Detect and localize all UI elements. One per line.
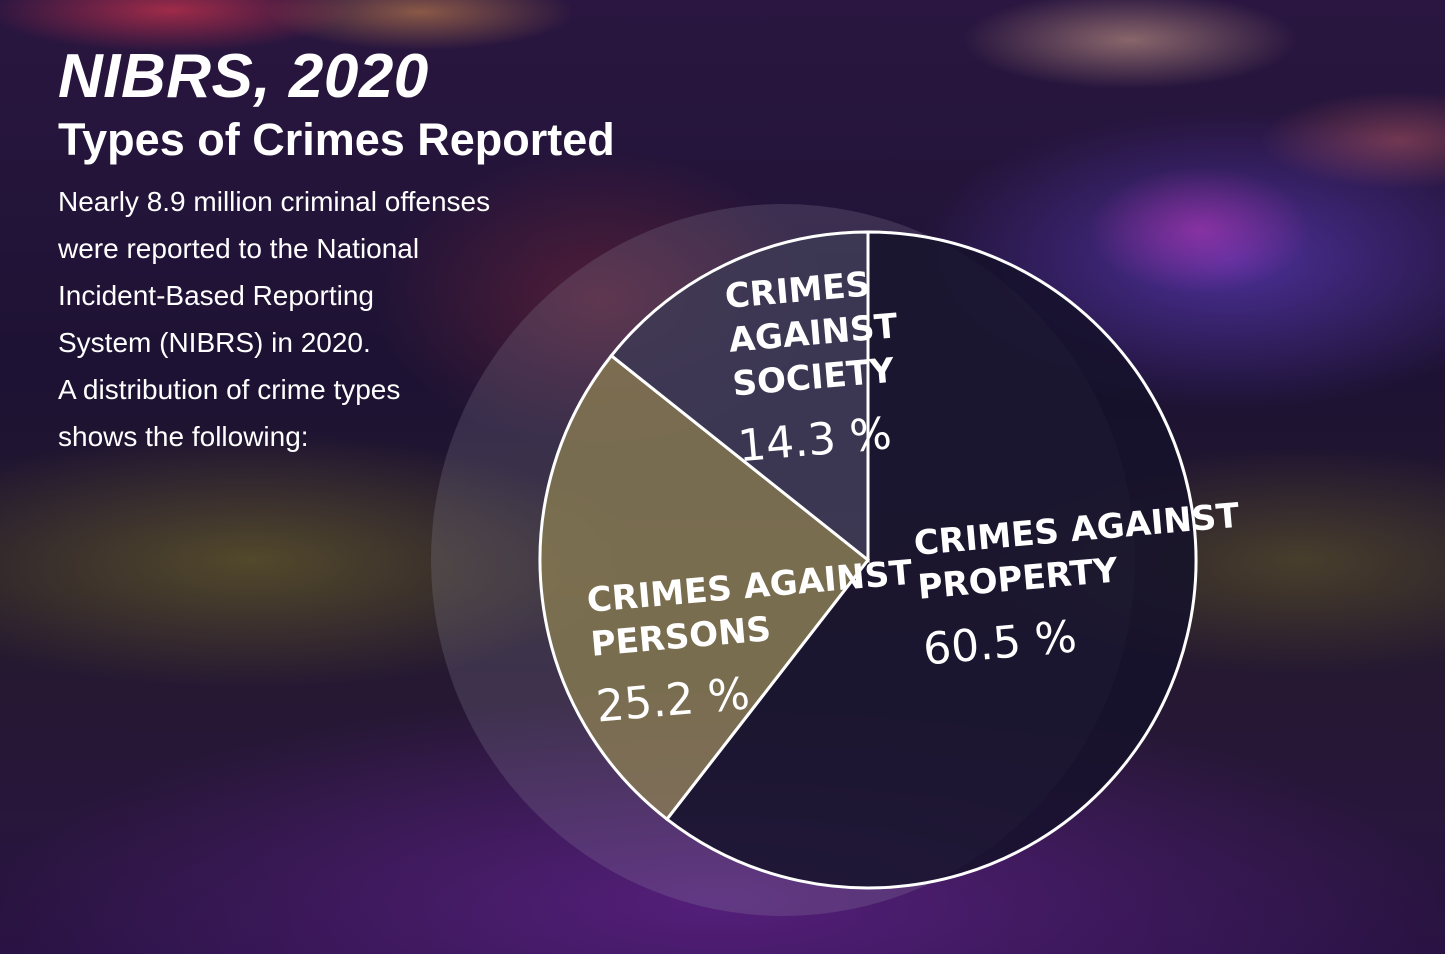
description: Nearly 8.9 million criminal offenses wer… [58,178,538,460]
description-line: were reported to the National [58,233,420,264]
slice-society [609,230,870,564]
description-line: Nearly 8.9 million criminal offenses [58,186,491,217]
page-title: NIBRS, 2020 [58,42,429,111]
text-block: NIBRS, 2020 Types of Crimes Reported Nea… [58,42,658,460]
pie-slices [538,230,1198,890]
slice-property [664,230,1198,890]
page-subtitle: Types of Crimes Reported [58,114,615,165]
slice-persons [538,353,871,822]
description-line: System (NIBRS) in 2020. [58,327,371,358]
description-line: shows the following: [58,421,309,452]
description-line: Incident-Based Reporting [58,280,374,311]
description-line: A distribution of crime types [58,374,401,405]
